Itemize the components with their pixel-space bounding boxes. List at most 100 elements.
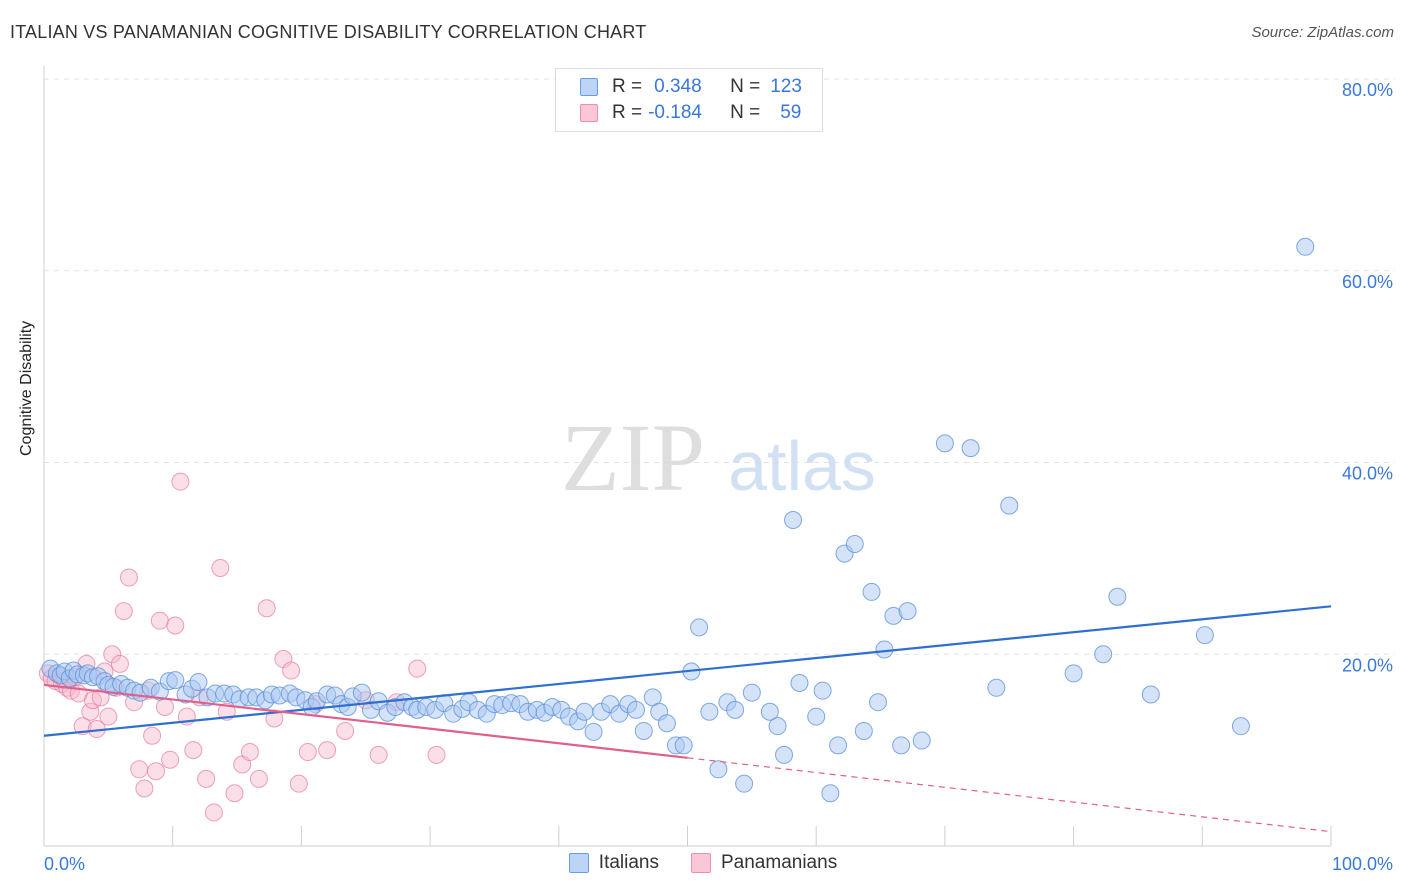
source-label: Source: ZipAtlas.com	[1251, 24, 1394, 41]
panamanians-point	[81, 702, 100, 721]
italians-point	[1000, 496, 1019, 515]
panamanians-trend-line	[43, 683, 688, 759]
italians-point	[1094, 645, 1113, 664]
italians-point	[674, 736, 693, 755]
y-tick-label: 20.0%	[1342, 655, 1393, 675]
panamanians-point	[369, 745, 388, 764]
legend-swatch-italians	[580, 78, 598, 96]
italians-point	[1231, 717, 1250, 736]
italians-point	[189, 673, 208, 692]
y-tick-label: 40.0%	[1342, 464, 1393, 484]
panamanians-point	[197, 769, 216, 788]
y-tick-label: 80.0%	[1342, 80, 1393, 100]
italians-point	[768, 717, 787, 736]
italians-point	[760, 702, 779, 721]
panamanians-point	[336, 721, 355, 740]
italians-point	[961, 439, 980, 458]
italians-point	[735, 774, 754, 793]
italians-point	[1296, 237, 1315, 256]
panamanians-points	[38, 472, 446, 822]
italians-point	[807, 707, 826, 726]
italians-point	[784, 511, 803, 530]
panamanians-point	[211, 558, 230, 577]
series-label-italians: Italians	[598, 852, 659, 873]
italians-point	[912, 731, 931, 750]
italians-point	[352, 683, 371, 702]
panamanians-point	[427, 745, 446, 764]
x-tick-label: 100.0%	[1332, 854, 1393, 874]
legend-r-key: R =	[612, 102, 643, 123]
legend-n-value: 59	[780, 102, 802, 123]
panamanians-point	[150, 611, 169, 630]
italians-point	[898, 602, 917, 621]
series-swatch-italians	[568, 853, 589, 873]
italians-points	[41, 237, 1315, 803]
watermark-zip: ZIP	[561, 404, 705, 511]
italians-point	[868, 693, 887, 712]
y-axis-label: Cognitive Disability	[18, 320, 35, 456]
panamanians-point	[298, 743, 317, 762]
italians-point	[1108, 587, 1127, 606]
panamanians-point	[135, 779, 154, 798]
italians-point	[829, 736, 848, 755]
legend-row-italians: R = 0.348 N = 123	[580, 75, 802, 99]
series-legend: Italians Panamanians	[0, 852, 1406, 874]
italians-point	[987, 678, 1006, 697]
tick-labels: 20.0% 40.0% 60.0% 80.0% 0.0% 100.0%	[44, 80, 1393, 874]
panamanians-point	[110, 654, 129, 673]
legend-n-key: N =	[730, 76, 761, 97]
italians-point	[700, 702, 719, 721]
italians-point	[584, 722, 603, 741]
legend-r-key: R =	[612, 76, 643, 97]
series-label-panamanians: Panamanians	[721, 852, 838, 873]
x-tick-label: 0.0%	[44, 854, 85, 874]
chart-title: ITALIAN VS PANAMANIAN COGNITIVE DISABILI…	[10, 22, 647, 42]
italians-point	[821, 784, 840, 803]
italians-point	[935, 434, 954, 453]
italians-point	[742, 683, 761, 702]
panamanians-trend-extension	[687, 757, 1332, 833]
italians-point	[892, 736, 911, 755]
panamanians-point	[146, 762, 165, 781]
italians-point	[813, 681, 832, 700]
italians-point	[1064, 664, 1083, 683]
series-legend-italians: Italians	[568, 852, 659, 874]
italians-point	[854, 721, 873, 740]
panamanians-point	[103, 645, 122, 664]
panamanians-point	[204, 803, 223, 822]
legend-n-value: 123	[770, 76, 802, 97]
italians-point	[862, 582, 881, 601]
panamanians-point	[155, 697, 174, 716]
italians-point	[657, 714, 676, 733]
italians-point	[690, 618, 709, 637]
trend-lines	[43, 605, 1332, 833]
panamanians-point	[161, 750, 180, 769]
watermark-atlas: atlas	[728, 427, 876, 505]
panamanians-point	[184, 741, 203, 760]
panamanians-point	[99, 707, 118, 726]
italians-point	[875, 640, 894, 659]
panamanians-point	[166, 616, 185, 635]
panamanians-point	[143, 726, 162, 745]
panamanians-point	[114, 602, 133, 621]
italians-point	[634, 721, 653, 740]
panamanians-point	[240, 743, 259, 762]
legend-r-value: 0.348	[654, 76, 702, 97]
italians-point	[1141, 685, 1160, 704]
gridlines	[44, 78, 1395, 655]
y-tick-label: 60.0%	[1342, 272, 1393, 292]
italians-point	[166, 671, 185, 690]
italians-point	[627, 700, 646, 719]
panamanians-point	[318, 741, 337, 760]
italians-point	[845, 534, 864, 553]
panamanians-point	[289, 774, 308, 793]
italians-point	[790, 674, 809, 693]
legend-swatch-panamanians	[580, 104, 598, 122]
panamanians-point	[282, 661, 301, 680]
panamanians-point	[171, 472, 190, 491]
series-legend-panamanians: Panamanians	[691, 852, 837, 874]
italians-point	[575, 702, 594, 721]
panamanians-point	[257, 599, 276, 618]
panamanians-point	[225, 784, 244, 803]
